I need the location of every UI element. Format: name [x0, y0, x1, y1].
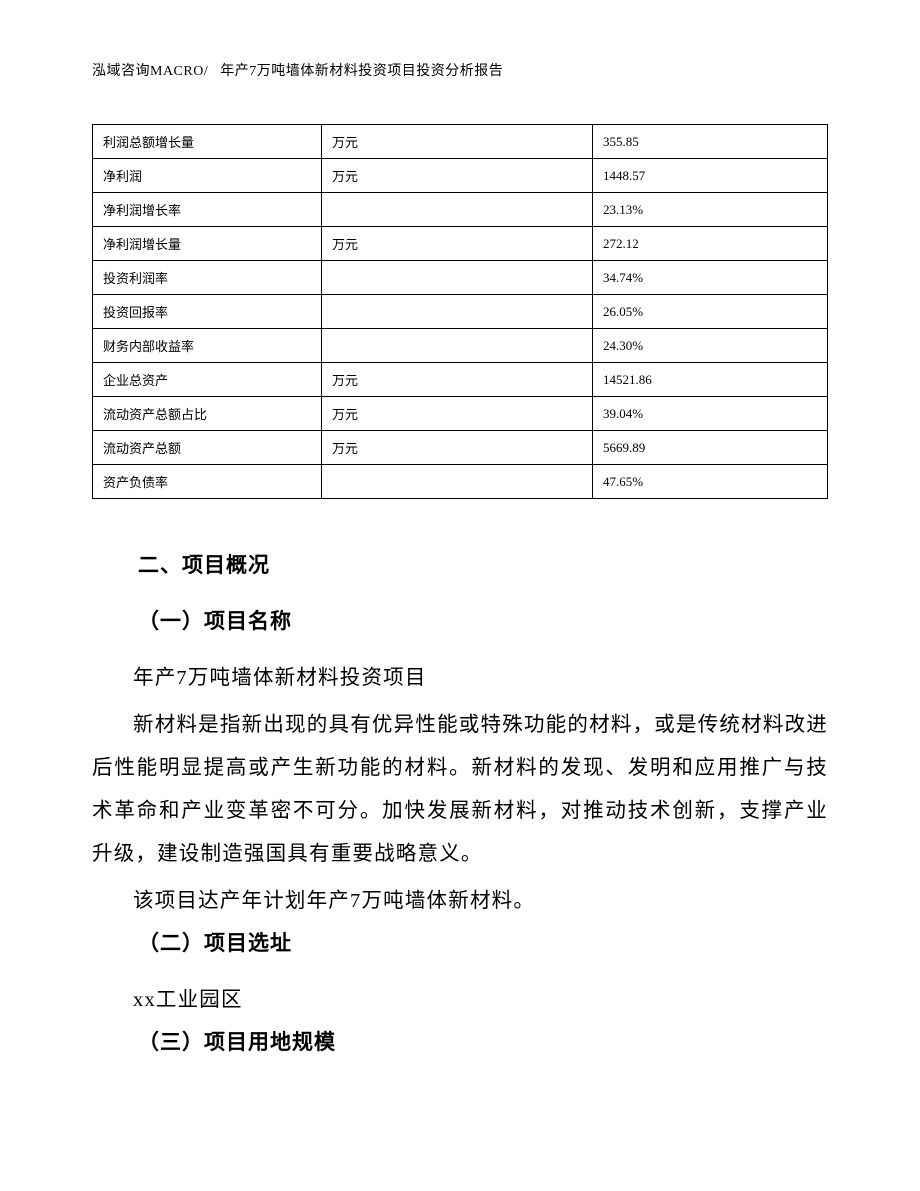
cell-unit: [322, 295, 593, 329]
cell-label: 投资回报率: [93, 295, 322, 329]
cell-unit: 万元: [322, 159, 593, 193]
cell-label: 利润总额增长量: [93, 125, 322, 159]
project-name-line: 年产7万吨墙体新材料投资项目: [92, 657, 828, 700]
cell-value: 26.05%: [593, 295, 828, 329]
cell-unit: [322, 261, 593, 295]
cell-label: 净利润增长率: [93, 193, 322, 227]
table-row: 流动资产总额占比 万元 39.04%: [93, 397, 828, 431]
cell-unit: 万元: [322, 363, 593, 397]
cell-unit: 万元: [322, 227, 593, 261]
cell-unit: [322, 193, 593, 227]
subsection-3-heading: （三）项目用地规模: [138, 1026, 828, 1056]
table-row: 净利润增长量 万元 272.12: [93, 227, 828, 261]
cell-value: 34.74%: [593, 261, 828, 295]
cell-label: 流动资产总额占比: [93, 397, 322, 431]
project-capacity-line: 该项目达产年计划年产7万吨墙体新材料。: [92, 880, 828, 923]
project-location-line: xx工业园区: [92, 979, 828, 1022]
cell-value: 23.13%: [593, 193, 828, 227]
subsection-1-heading: （一）项目名称: [138, 605, 828, 635]
cell-value: 39.04%: [593, 397, 828, 431]
table-row: 净利润增长率 23.13%: [93, 193, 828, 227]
subsection-2-heading: （二）项目选址: [138, 927, 828, 957]
table-row: 投资利润率 34.74%: [93, 261, 828, 295]
cell-value: 5669.89: [593, 431, 828, 465]
project-description-para: 新材料是指新出现的具有优异性能或特殊功能的材料，或是传统材料改进后性能明显提高或…: [92, 704, 828, 876]
page-header: 泓域咨询MACRO/ 年产7万吨墙体新材料投资项目投资分析报告: [92, 60, 828, 80]
cell-unit: 万元: [322, 125, 593, 159]
cell-label: 投资利润率: [93, 261, 322, 295]
cell-value: 24.30%: [593, 329, 828, 363]
section-2-heading: 二、项目概况: [138, 549, 828, 579]
table-row: 投资回报率 26.05%: [93, 295, 828, 329]
table-row: 流动资产总额 万元 5669.89: [93, 431, 828, 465]
cell-label: 流动资产总额: [93, 431, 322, 465]
table-row: 资产负债率 47.65%: [93, 465, 828, 499]
header-doc-title: 年产7万吨墙体新材料投资项目投资分析报告: [220, 64, 503, 79]
cell-value: 355.85: [593, 125, 828, 159]
cell-value: 47.65%: [593, 465, 828, 499]
cell-label: 财务内部收益率: [93, 329, 322, 363]
cell-unit: 万元: [322, 397, 593, 431]
header-company: 泓域咨询MACRO/: [92, 64, 208, 79]
cell-value: 14521.86: [593, 363, 828, 397]
cell-label: 净利润增长量: [93, 227, 322, 261]
table-row: 企业总资产 万元 14521.86: [93, 363, 828, 397]
cell-label: 净利润: [93, 159, 322, 193]
document-page: 泓域咨询MACRO/ 年产7万吨墙体新材料投资项目投资分析报告 利润总额增长量 …: [0, 0, 920, 1191]
cell-unit: 万元: [322, 431, 593, 465]
table-row: 净利润 万元 1448.57: [93, 159, 828, 193]
table-row: 财务内部收益率 24.30%: [93, 329, 828, 363]
financial-table: 利润总额增长量 万元 355.85 净利润 万元 1448.57 净利润增长率 …: [92, 124, 828, 499]
cell-unit: [322, 465, 593, 499]
cell-value: 1448.57: [593, 159, 828, 193]
cell-unit: [322, 329, 593, 363]
cell-value: 272.12: [593, 227, 828, 261]
table-row: 利润总额增长量 万元 355.85: [93, 125, 828, 159]
cell-label: 企业总资产: [93, 363, 322, 397]
cell-label: 资产负债率: [93, 465, 322, 499]
